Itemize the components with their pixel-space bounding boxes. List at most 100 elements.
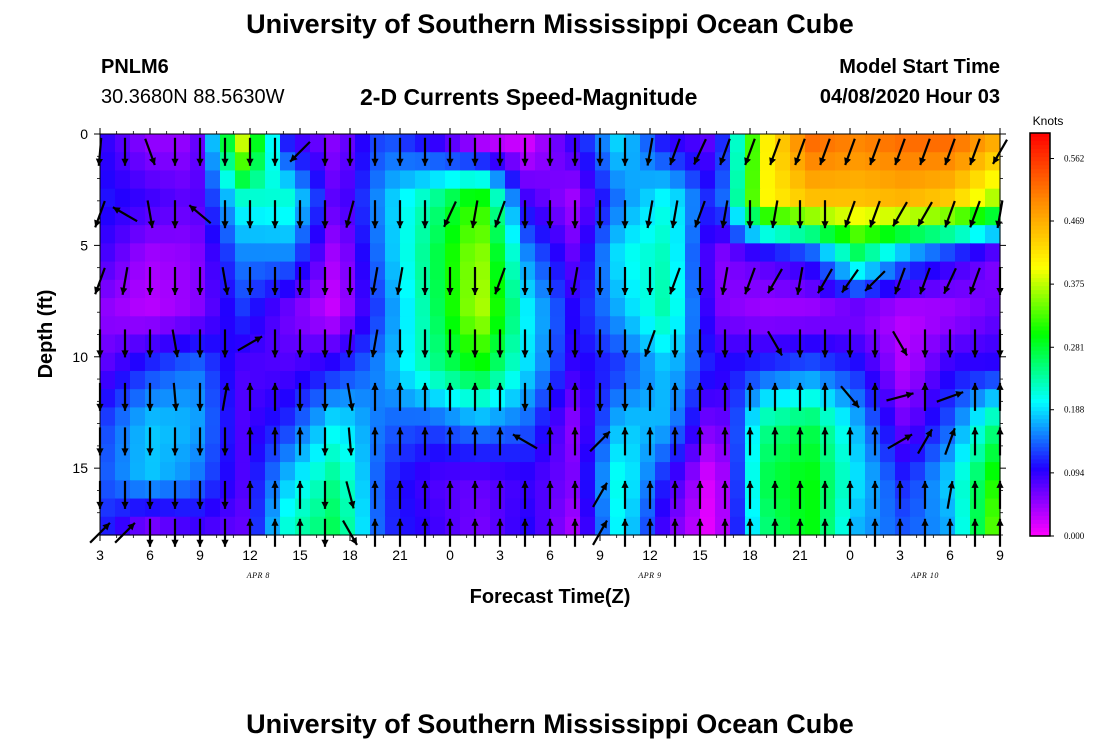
heatmap-cell	[940, 352, 956, 372]
heatmap-cell	[325, 407, 341, 427]
heatmap-cell	[550, 243, 566, 263]
heatmap-cell	[850, 352, 866, 372]
heatmap-cell	[820, 498, 836, 518]
heatmap-cell	[925, 170, 941, 190]
heatmap-cell	[475, 188, 491, 208]
colorbar-segment	[1030, 459, 1050, 465]
heatmap-cell	[370, 152, 386, 172]
heatmap-cell	[865, 170, 881, 190]
heatmap-cell	[220, 370, 236, 390]
heatmap-cell	[775, 498, 791, 518]
heatmap-cell	[190, 389, 206, 409]
heatmap-cell	[805, 443, 821, 463]
current-vector	[721, 427, 729, 456]
heatmap-cell	[190, 498, 206, 518]
heatmap-cell	[715, 516, 731, 536]
current-vector	[770, 200, 779, 229]
heatmap-cell	[760, 334, 776, 354]
heatmap-cell	[550, 134, 566, 153]
heatmap-cell	[940, 298, 956, 317]
heatmap-cell	[100, 480, 116, 500]
heatmap-cell	[475, 462, 491, 481]
current-vector	[188, 204, 212, 225]
heatmap-cell	[760, 370, 776, 390]
current-vector	[446, 518, 454, 547]
heatmap-cell	[295, 352, 311, 372]
current-vector	[144, 138, 156, 166]
heatmap-cell	[670, 170, 686, 190]
current-vector	[171, 329, 180, 358]
colorbar-segment	[1030, 350, 1050, 356]
current-vector	[694, 200, 706, 228]
colorbar-segment	[1030, 398, 1050, 404]
heatmap-cell	[160, 261, 176, 281]
heatmap-cell	[490, 407, 506, 427]
heatmap-cell	[340, 170, 356, 190]
heatmap-cell	[850, 498, 866, 518]
heatmap-cell	[625, 152, 641, 172]
heatmap-cell	[715, 480, 731, 500]
heatmap-cell	[430, 425, 446, 445]
heatmap-cell	[610, 443, 626, 463]
current-vector	[746, 382, 754, 411]
current-vector	[971, 329, 979, 358]
heatmap-cell	[955, 407, 971, 427]
current-vector	[371, 518, 379, 547]
current-vector	[869, 138, 881, 166]
current-vector	[696, 427, 704, 456]
heatmap-cell	[985, 261, 1001, 281]
current-vector	[796, 480, 804, 509]
heatmap-cell	[745, 170, 761, 190]
current-vector	[471, 267, 479, 295]
heatmap-cell	[160, 225, 176, 244]
heatmap-cell	[115, 261, 131, 281]
heatmap-cell	[760, 261, 776, 281]
current-vector	[421, 200, 429, 229]
current-vector	[296, 267, 304, 295]
current-vector	[321, 427, 329, 456]
heatmap-cell	[550, 152, 566, 172]
current-vector	[421, 267, 429, 295]
heatmap-cell	[370, 425, 386, 445]
current-vector	[396, 137, 404, 166]
heatmap-cell	[880, 443, 896, 463]
heatmap-cell	[970, 225, 986, 244]
heatmap-cell	[985, 498, 1001, 518]
heatmap-cell	[280, 516, 296, 536]
heatmap-cell	[265, 425, 281, 445]
heatmap-cell	[805, 279, 821, 299]
x-tick-label: 3	[96, 547, 104, 563]
heatmap-cell	[190, 316, 206, 336]
heatmap-cell	[595, 443, 611, 463]
current-vector	[821, 329, 829, 358]
heatmap-cell	[280, 316, 296, 336]
heatmap-cell	[280, 389, 296, 409]
current-vector	[171, 267, 179, 295]
heatmap-cell	[130, 443, 146, 463]
heatmap-cell	[685, 480, 701, 500]
heatmap-cell	[715, 170, 731, 190]
heatmap-cell	[760, 225, 776, 244]
colorbar-segment	[1030, 467, 1050, 473]
heatmap-cell	[895, 480, 911, 500]
heatmap-cell	[565, 370, 581, 390]
heatmap-cell	[310, 407, 326, 427]
heatmap-cell	[700, 443, 716, 463]
heatmap-cell	[580, 425, 596, 445]
heatmap-cell	[685, 389, 701, 409]
heatmap-cell	[880, 370, 896, 390]
heatmap-cell	[430, 243, 446, 263]
heatmap-cell	[220, 425, 236, 445]
heatmap-cell	[775, 279, 791, 299]
heatmap-cell	[670, 352, 686, 372]
heatmap-cell	[115, 516, 131, 536]
heatmap-cell	[745, 225, 761, 244]
current-vector	[896, 480, 904, 509]
heatmap-cell	[430, 206, 446, 226]
x-tick-label: 18	[742, 547, 758, 563]
current-vector	[864, 270, 886, 292]
heatmap-cell	[490, 516, 506, 536]
colorbar-segment	[1030, 515, 1050, 521]
heatmap-cell	[700, 480, 716, 500]
heatmap-cell	[865, 370, 881, 390]
